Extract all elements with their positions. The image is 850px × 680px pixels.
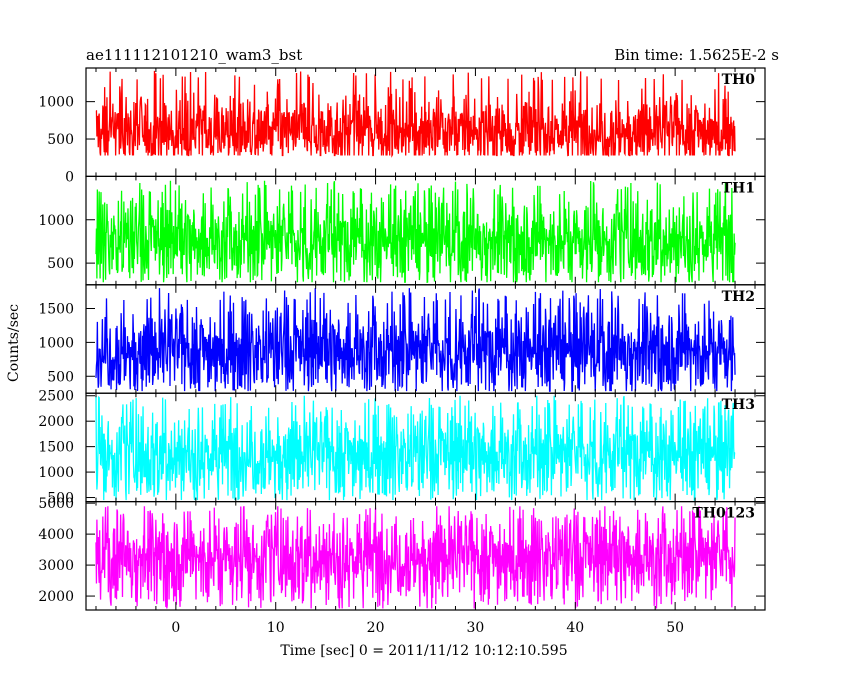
y-tick-label: 1000 <box>38 335 74 351</box>
panel-label: TH2 <box>722 289 755 305</box>
x-tick-label: 50 <box>666 620 684 636</box>
y-axis-label: Counts/sec <box>6 304 22 382</box>
x-tick-label: 20 <box>367 620 385 636</box>
panel-th2: 500 1000 1500 TH2 <box>38 284 766 394</box>
light-curve-trace-th2 <box>95 288 736 392</box>
panel-frame <box>85 501 766 611</box>
y-tick-label: 500 <box>47 369 74 385</box>
y-tick-label: 3000 <box>38 558 74 574</box>
panel-th0123: 2000 3000 4000 5000 TH0123 <box>38 496 766 611</box>
y-tick-label: 1500 <box>38 302 74 318</box>
light-curve-trace-th0 <box>95 70 736 158</box>
y-tick-label: 2000 <box>38 589 74 605</box>
x-tick-label: 30 <box>467 620 485 636</box>
y-tick-label: 2500 <box>38 389 74 405</box>
y-tick-label: 5000 <box>38 496 74 512</box>
panel-th1: 500 1000 TH1 <box>38 175 766 286</box>
light-curve-trace-th3 <box>95 395 736 501</box>
light-curve-trace-th0123 <box>95 506 736 609</box>
y-tick-label: 1500 <box>38 440 74 456</box>
x-tick-label: 10 <box>267 620 285 636</box>
panel-stack: 05001000TH05001000TH150010001500TH250010… <box>38 67 766 636</box>
x-tick-label: 40 <box>566 620 584 636</box>
x-tick-label: 0 <box>171 620 180 636</box>
plot-title: ae111112101210_wam3_bst <box>86 46 302 64</box>
panel-label: TH3 <box>722 397 755 413</box>
y-tick-label: 500 <box>47 491 74 507</box>
panel-th3: 500 1000 1500 2000 2500 TH3 <box>38 389 766 507</box>
x-axis-label: Time [sec] 0 = 2011/11/12 10:12:10.595 <box>280 643 567 659</box>
panel-label: TH1 <box>722 180 755 196</box>
light-curve-trace-th1 <box>95 180 736 284</box>
y-tick-label: 1000 <box>38 95 74 111</box>
y-tick-label: 1000 <box>38 213 74 229</box>
panel-label: TH0123 <box>692 506 755 522</box>
y-tick-label: 2000 <box>38 414 74 430</box>
y-tick-label: 4000 <box>38 527 74 543</box>
y-tick-label: 0 <box>65 169 74 185</box>
bin-time-label: Bin time: 1.5625E-2 s <box>614 46 779 64</box>
y-tick-label: 500 <box>47 132 74 148</box>
y-tick-label: 500 <box>47 256 74 272</box>
y-tick-label: 1000 <box>38 465 74 481</box>
panel-label: TH0 <box>722 72 756 88</box>
